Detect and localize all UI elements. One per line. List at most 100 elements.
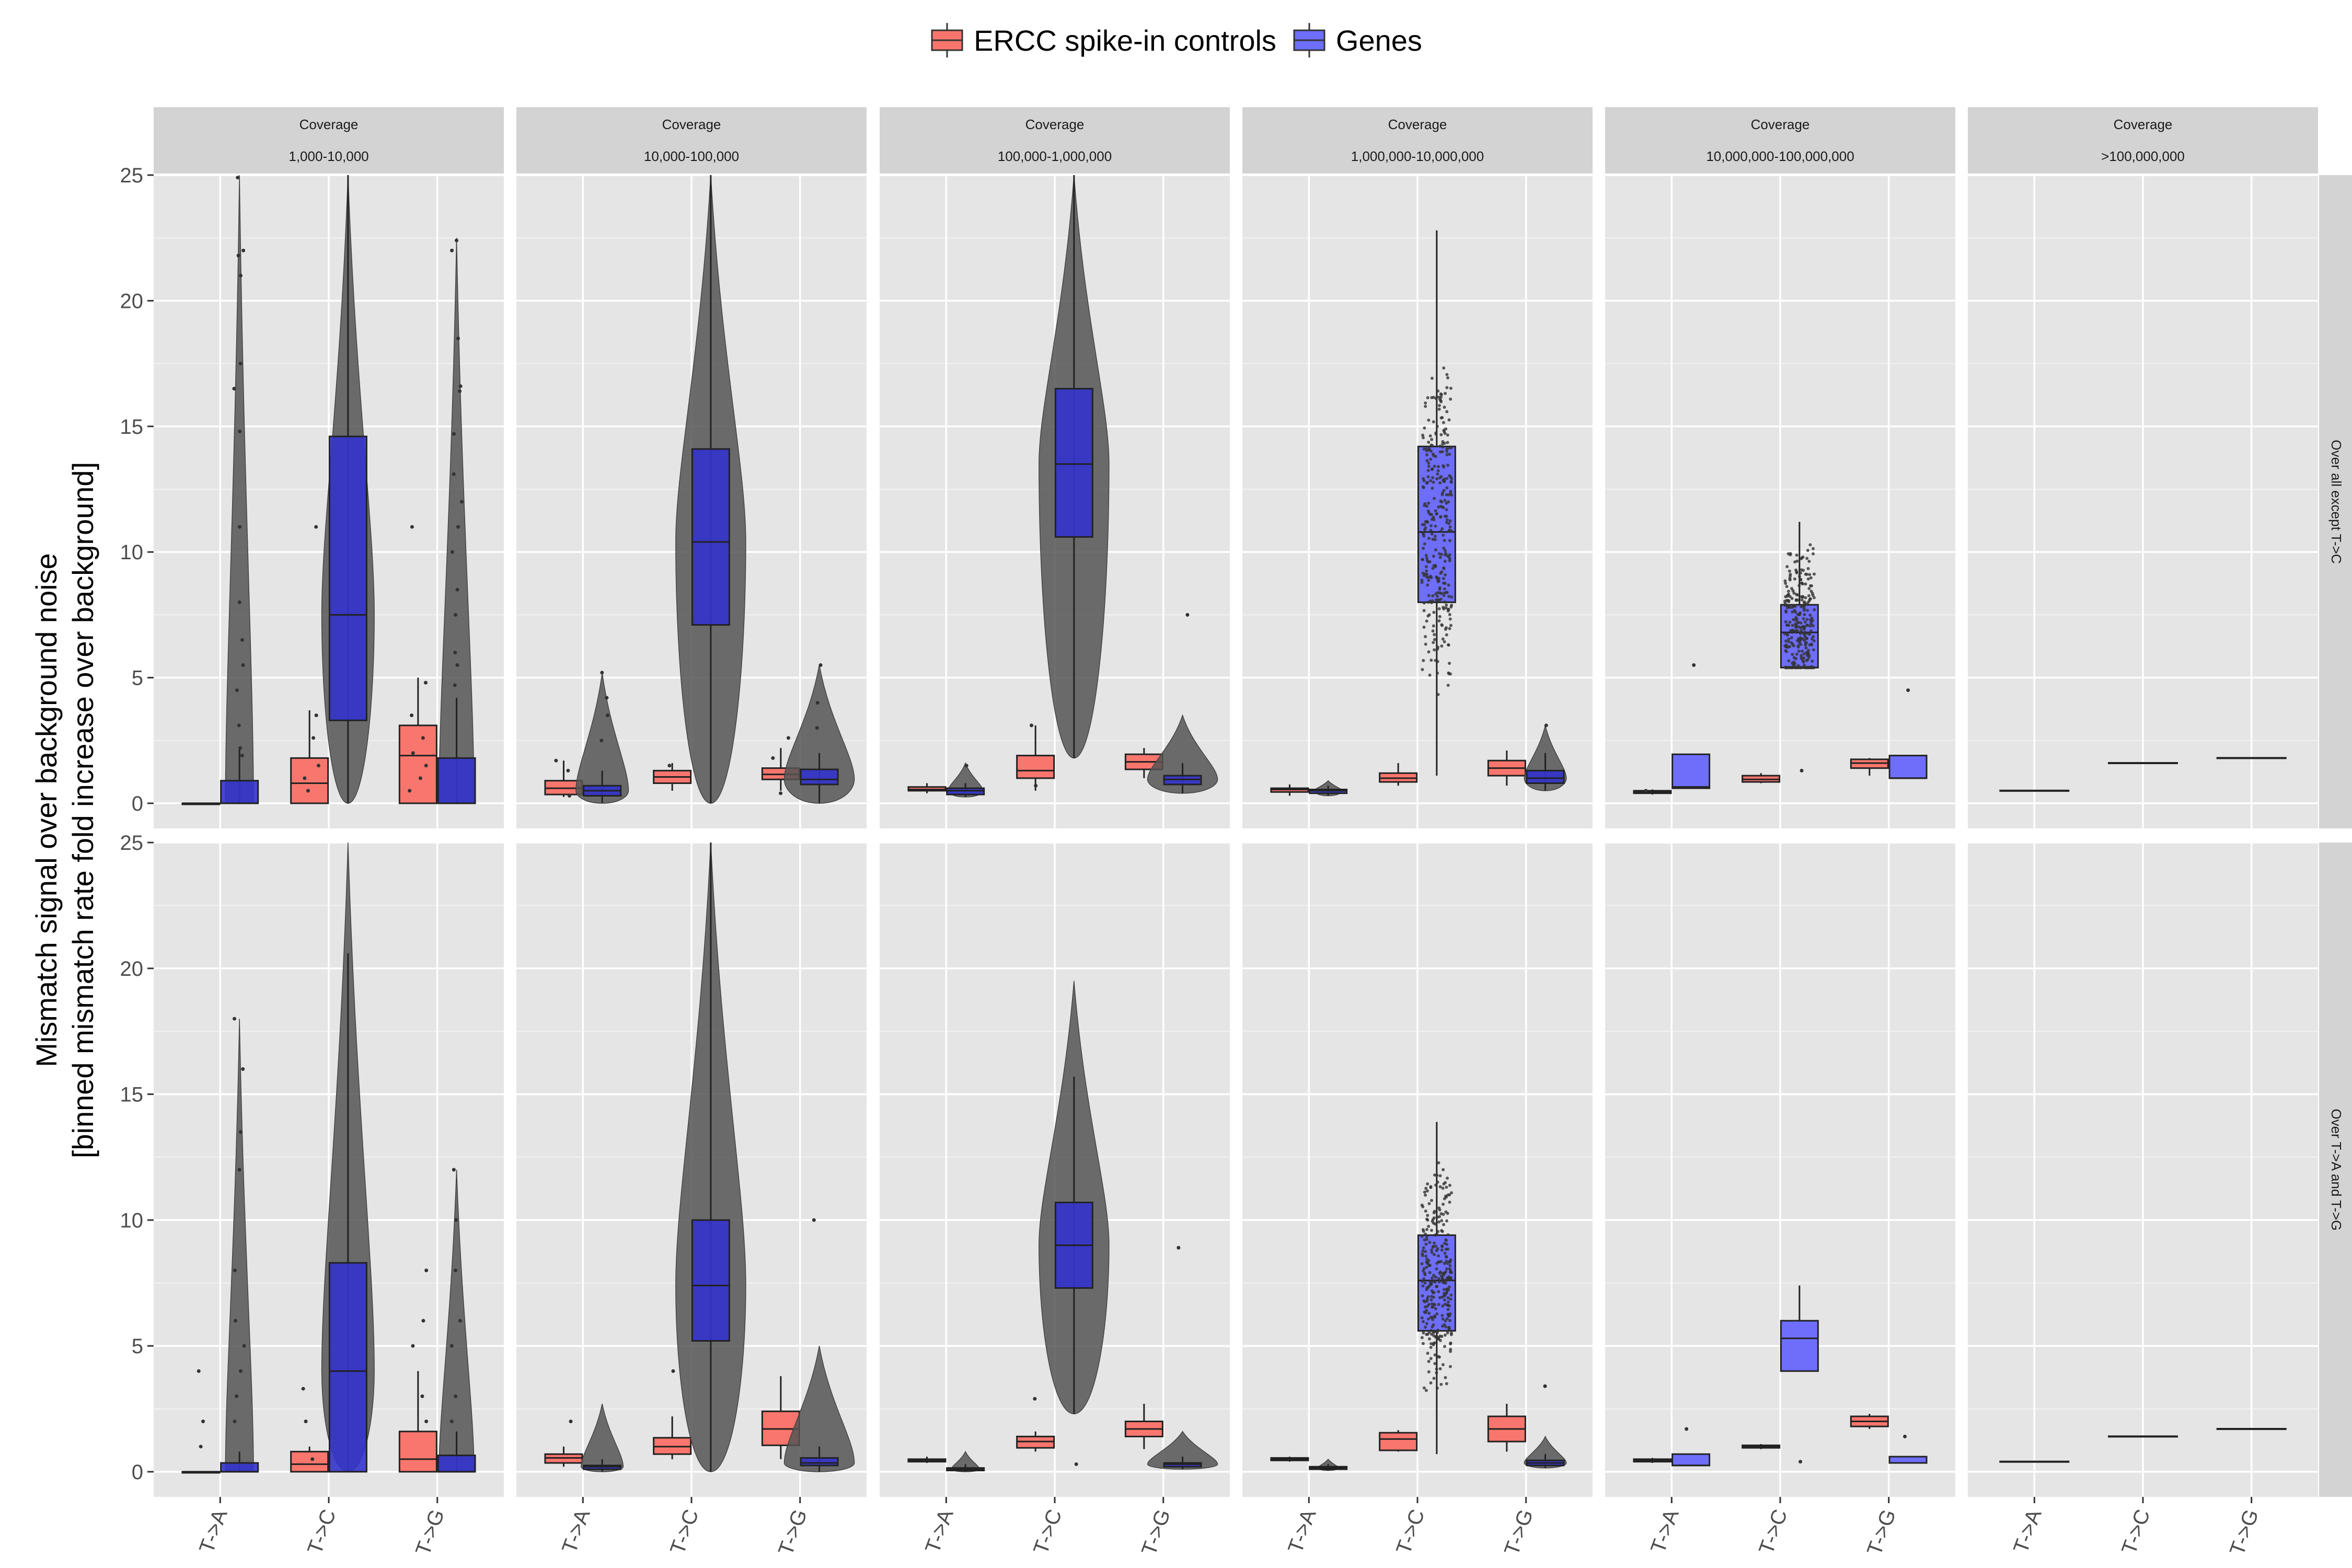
genes-point bbox=[1437, 1220, 1441, 1224]
ercc-point bbox=[667, 764, 672, 768]
genes-point bbox=[1420, 1235, 1424, 1238]
genes-point bbox=[1422, 447, 1426, 451]
genes-point bbox=[238, 362, 243, 366]
genes-point bbox=[1448, 1183, 1451, 1187]
genes-point bbox=[1443, 1251, 1447, 1255]
ercc-point bbox=[411, 751, 415, 755]
genes-point bbox=[1448, 1319, 1452, 1322]
genes-point bbox=[458, 384, 463, 388]
legend-item-genes[interactable]: Genes bbox=[1292, 23, 1422, 57]
genes-point bbox=[964, 764, 969, 768]
genes-point bbox=[1449, 491, 1452, 495]
genes-point bbox=[1786, 552, 1790, 556]
panel-r0-c4 bbox=[1605, 174, 1955, 828]
genes-point bbox=[1421, 1249, 1425, 1253]
genes-point bbox=[1430, 1248, 1434, 1252]
genes-point bbox=[1790, 596, 1794, 600]
ercc-legend-key-icon bbox=[931, 23, 963, 57]
genes-point bbox=[1440, 1248, 1444, 1252]
genes-point bbox=[1445, 447, 1448, 451]
genes-point bbox=[1812, 639, 1816, 643]
genes-point bbox=[1426, 1182, 1429, 1186]
legend-item-ercc[interactable]: ERCC spike-in controls bbox=[930, 23, 1276, 57]
genes-point bbox=[1430, 1332, 1434, 1336]
genes-point bbox=[1812, 648, 1815, 652]
genes-point bbox=[1807, 599, 1811, 603]
genes-point bbox=[1426, 1352, 1429, 1355]
genes-box-0-box bbox=[1671, 1453, 1711, 1467]
genes-point bbox=[1427, 1359, 1431, 1363]
genes-legend-key-icon bbox=[1293, 23, 1325, 57]
genes-point bbox=[1426, 614, 1430, 618]
genes-point bbox=[1432, 641, 1435, 644]
genes-point bbox=[1427, 650, 1431, 654]
genes-point bbox=[1426, 469, 1430, 472]
genes-point bbox=[1431, 567, 1435, 570]
genes-point bbox=[1790, 630, 1794, 634]
genes-point bbox=[1804, 646, 1808, 650]
genes-point bbox=[1802, 607, 1806, 610]
genes-point bbox=[1435, 1267, 1438, 1271]
genes-point bbox=[1802, 652, 1806, 656]
genes-point bbox=[1810, 637, 1814, 641]
genes-point bbox=[1422, 659, 1425, 662]
ercc-point bbox=[671, 1369, 675, 1373]
genes-point bbox=[1449, 1342, 1452, 1346]
genes-box-1-box bbox=[1780, 1320, 1819, 1372]
ercc-point bbox=[301, 1387, 305, 1391]
genes-point bbox=[1800, 656, 1803, 660]
genes-point bbox=[1806, 577, 1810, 581]
genes-point bbox=[1792, 663, 1795, 667]
genes-point bbox=[1795, 571, 1798, 574]
genes-point bbox=[1425, 453, 1429, 457]
genes-point bbox=[1441, 1304, 1445, 1308]
genes-point bbox=[1803, 600, 1806, 604]
ercc-point bbox=[312, 736, 316, 740]
genes-point bbox=[1443, 538, 1446, 542]
genes-point bbox=[1424, 1254, 1428, 1258]
genes-point bbox=[1427, 579, 1431, 582]
genes-point bbox=[1805, 572, 1808, 576]
genes-point bbox=[1435, 1367, 1438, 1371]
genes-point bbox=[1440, 1276, 1444, 1280]
col-strip-title: Coverage bbox=[1751, 117, 1810, 132]
genes-point bbox=[1903, 1434, 1907, 1438]
col-strip-label: 10,000,000-100,000,000 bbox=[1706, 148, 1854, 164]
genes-point bbox=[1445, 1195, 1448, 1199]
panel-r0-c2 bbox=[880, 174, 1230, 828]
genes-point bbox=[1432, 624, 1435, 628]
ercc-point bbox=[410, 713, 414, 718]
genes-point bbox=[1427, 448, 1431, 452]
ercc-point bbox=[408, 789, 412, 793]
genes-point bbox=[1439, 400, 1443, 403]
genes-point bbox=[1432, 610, 1436, 614]
genes-point bbox=[1799, 571, 1803, 575]
genes-box-1-box bbox=[691, 1219, 730, 1342]
genes-point bbox=[459, 500, 464, 504]
genes-point bbox=[1431, 599, 1434, 603]
genes-point bbox=[1808, 666, 1812, 670]
genes-point bbox=[1685, 1427, 1689, 1431]
genes-point bbox=[1448, 1365, 1452, 1368]
genes-point bbox=[1440, 1219, 1444, 1223]
genes-point bbox=[1422, 1320, 1425, 1323]
genes-point bbox=[1441, 445, 1445, 449]
genes-point bbox=[1432, 1323, 1435, 1327]
genes-point bbox=[1446, 376, 1449, 379]
genes-point bbox=[1445, 449, 1449, 453]
genes-point bbox=[1431, 476, 1435, 479]
genes-point bbox=[1445, 1382, 1448, 1386]
legend-label-ercc: ERCC spike-in controls bbox=[974, 24, 1276, 57]
col-strip-label: 1,000-10,000 bbox=[289, 148, 368, 164]
genes-point bbox=[1420, 578, 1424, 582]
genes-point bbox=[1445, 453, 1449, 456]
legend-label-genes: Genes bbox=[1335, 24, 1422, 57]
genes-point bbox=[1806, 567, 1810, 570]
genes-point bbox=[1441, 440, 1445, 443]
genes-point bbox=[454, 1269, 458, 1273]
genes-point bbox=[1792, 618, 1795, 621]
genes-point bbox=[1437, 1302, 1440, 1306]
genes-point bbox=[1793, 577, 1796, 581]
genes-point bbox=[1440, 552, 1444, 556]
genes-point bbox=[1444, 573, 1447, 577]
